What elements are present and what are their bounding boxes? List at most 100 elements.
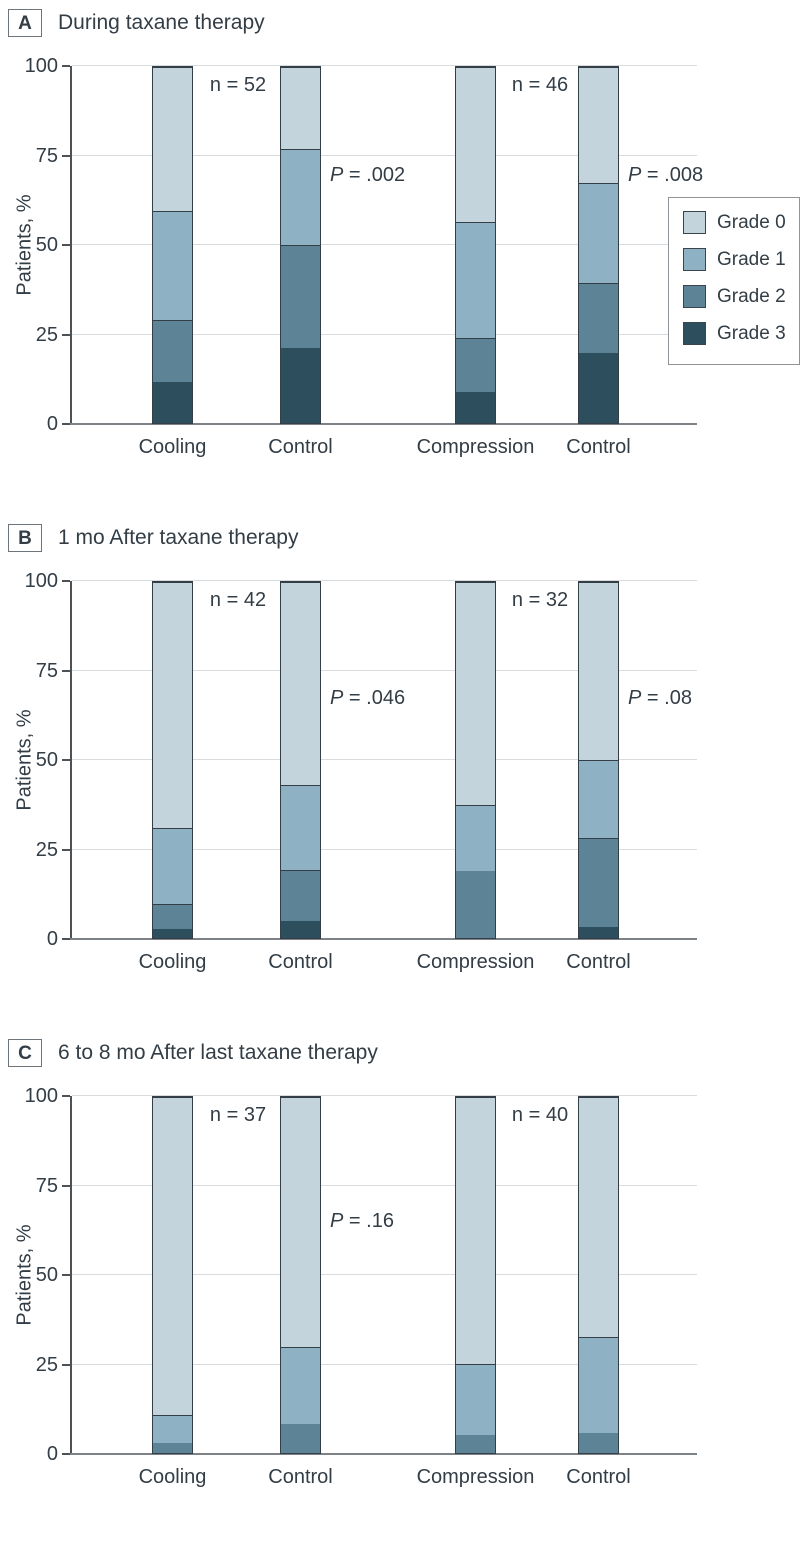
segment-grade-1 <box>579 760 618 838</box>
panel-a: A During taxane therapy 0 25 50 75 100 Patien… <box>0 8 807 523</box>
panel-b: B 1 mo After taxane therapy 0 25 50 75 100 Pa… <box>0 523 807 1038</box>
y-tickmark-25 <box>62 1363 70 1366</box>
panel-c-letter-badge: C <box>8 1039 42 1067</box>
segment-grade-1 <box>281 1347 320 1425</box>
y-tickmark-0 <box>62 1453 70 1455</box>
x-axis-baseline <box>70 1453 697 1455</box>
p-value-symbol: P <box>628 164 642 186</box>
legend-row-grade-1: Grade 1 <box>683 248 791 271</box>
x-category-label-2: Control <box>268 436 333 458</box>
p-value-symbol: P <box>628 687 642 709</box>
gridline-50 <box>72 1274 697 1275</box>
bar-compression-3 <box>455 1096 496 1454</box>
y-axis-spine <box>70 581 72 940</box>
gridline-75 <box>72 1184 697 1186</box>
segment-grade-0 <box>456 67 495 222</box>
segment-grade-2 <box>281 870 320 921</box>
y-tick-label-25: 25 <box>35 1353 58 1376</box>
segment-grade-2 <box>153 1443 192 1453</box>
segment-grade-2 <box>456 337 495 393</box>
p-value-label: P = .008 <box>628 164 703 187</box>
y-tickmark-0 <box>62 423 70 425</box>
y-tickmark-100 <box>62 65 70 67</box>
x-category-label-1: Cooling <box>138 951 207 973</box>
segment-grade-2 <box>153 904 192 930</box>
y-tickmark-25 <box>62 333 70 336</box>
x-axis-baseline <box>70 938 697 940</box>
bar-cooling-1 <box>152 581 193 939</box>
x-category-label-3: Compression <box>416 1466 535 1488</box>
x-category-label-4: Control <box>566 951 631 973</box>
y-tickmark-100 <box>62 580 70 582</box>
gridline-100 <box>72 65 697 66</box>
x-category-label-1: Cooling <box>138 1466 207 1488</box>
legend-swatch-grade-2 <box>683 285 706 308</box>
panel-c-plot-area: 0 25 50 75 100 Patients, % Cooling Control Compr… <box>14 1085 697 1488</box>
segment-grade-1 <box>153 1414 192 1444</box>
segment-grade-1 <box>153 828 192 905</box>
bar-compression-3 <box>455 581 496 939</box>
y-tick-label-75: 75 <box>35 659 58 682</box>
p-value-symbol: P <box>330 1210 344 1232</box>
segment-grade-2 <box>456 871 495 938</box>
segment-grade-0 <box>281 1097 320 1348</box>
sample-size-label: n = 32 <box>511 589 569 611</box>
panel-b-title: 1 mo After taxane therapy <box>58 526 299 549</box>
panel-a-plot-area: 0 25 50 75 100 Patients, % Cooling Control Compr… <box>14 55 800 458</box>
y-axis-title: Patients, % <box>13 709 36 811</box>
legend-label-grade-3: Grade 3 <box>717 322 786 344</box>
bar-compression-3 <box>455 66 496 424</box>
bar-control-4 <box>578 66 619 424</box>
y-tick-label-0: 0 <box>46 413 58 435</box>
panel-c-header: C 6 to 8 mo After last taxane therapy <box>8 1038 378 1068</box>
segment-grade-1 <box>579 1337 618 1434</box>
panel-b-plot-area: 0 25 50 75 100 Patients, % Cooling Control Compr… <box>14 570 697 973</box>
x-category-label-1: Cooling <box>138 436 207 458</box>
y-axis-title: Patients, % <box>13 194 36 296</box>
segment-grade-3 <box>153 929 192 938</box>
segment-grade-1 <box>456 221 495 338</box>
segment-grade-1 <box>456 1364 495 1436</box>
segment-grade-2 <box>153 320 192 383</box>
y-tickmark-75 <box>62 154 70 157</box>
segment-grade-2 <box>456 1435 495 1453</box>
segment-grade-0 <box>579 1097 618 1338</box>
segment-grade-0 <box>456 582 495 805</box>
legend-swatch-grade-0 <box>683 211 706 234</box>
y-tickmark-75 <box>62 669 70 672</box>
gridline-25 <box>72 333 697 335</box>
legend-row-grade-3: Grade 3 <box>683 322 791 345</box>
x-category-label-4: Control <box>566 1466 631 1488</box>
y-tick-label-50: 50 <box>35 1264 58 1286</box>
legend-swatch-grade-3 <box>683 322 706 345</box>
y-tick-label-25: 25 <box>35 323 58 346</box>
segment-grade-0 <box>281 582 320 786</box>
sample-size-label: n = 37 <box>209 1104 267 1126</box>
y-tick-label-100: 100 <box>24 55 58 77</box>
segment-grade-2 <box>281 1424 320 1453</box>
y-tick-label-50: 50 <box>35 234 58 256</box>
y-tick-label-0: 0 <box>46 1443 58 1465</box>
x-category-label-3: Compression <box>416 951 535 973</box>
panel-b-letter-badge: B <box>8 524 42 552</box>
segment-grade-2 <box>579 837 618 927</box>
segment-grade-3 <box>153 382 192 423</box>
segment-grade-0 <box>456 1097 495 1364</box>
p-value-label: P = .046 <box>330 687 405 710</box>
segment-grade-0 <box>153 1097 192 1415</box>
gridline-25 <box>72 1363 697 1365</box>
legend-label-grade-0: Grade 0 <box>717 211 786 233</box>
bar-control-2 <box>280 66 321 424</box>
segment-grade-0 <box>153 67 192 211</box>
y-tickmark-50 <box>62 244 70 246</box>
p-value-text: = .008 <box>641 164 704 186</box>
segment-grade-1 <box>579 182 618 284</box>
legend-label-grade-2: Grade 2 <box>717 285 786 307</box>
x-category-label-2: Control <box>268 1466 333 1488</box>
segment-grade-0 <box>579 582 618 760</box>
sample-size-label: n = 40 <box>511 1104 569 1126</box>
p-value-symbol: P <box>330 164 344 186</box>
segment-grade-0 <box>579 67 618 183</box>
segment-grade-1 <box>456 804 495 872</box>
